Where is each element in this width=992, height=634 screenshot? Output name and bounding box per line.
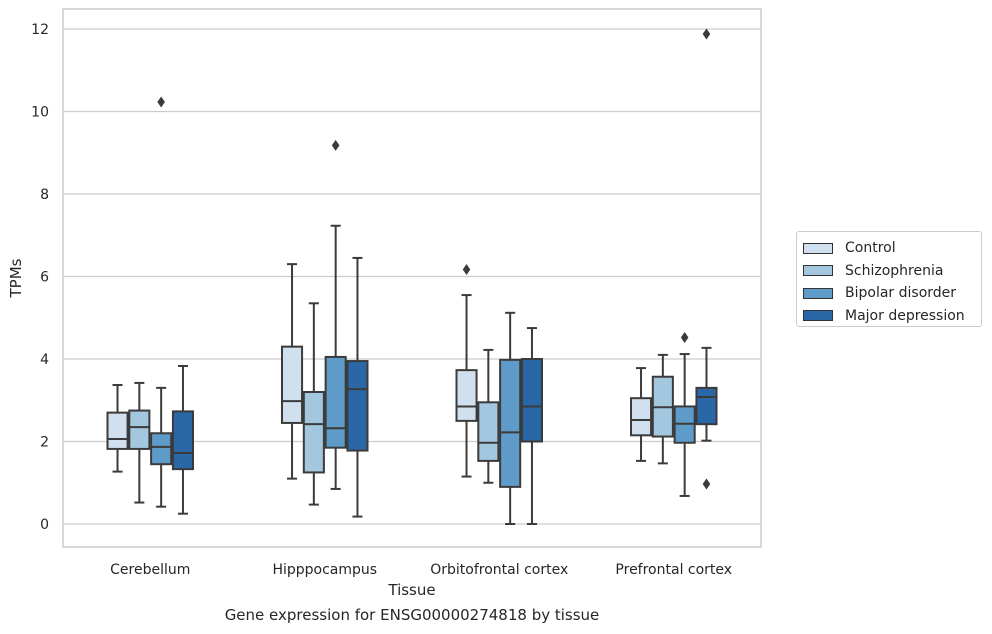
iqr-box [280,345,304,424]
box-schizophrenia [477,348,500,484]
box-major-depression [695,28,718,490]
y-tick-label: 8 [40,187,49,203]
y-tick-label: 12 [31,22,49,38]
iqr-box [150,432,173,466]
legend-label: Major depression [845,307,965,324]
outlier-point [157,96,165,108]
box-control [106,383,129,473]
outlier-point [462,263,471,275]
box-schizophrenia [128,381,151,504]
iqr-box [695,386,718,426]
legend-item: Control [803,237,981,260]
legend-swatch [803,287,833,299]
box-control [280,263,304,480]
box-schizophrenia [302,302,325,506]
y-tick-label: 6 [40,270,49,286]
box-bipolar-disorder [499,311,522,525]
box-groups [106,28,718,525]
iqr-box [171,410,195,471]
box-bipolar-disorder [150,96,173,508]
iqr-box [499,358,522,488]
box-bipolar-disorder [673,332,696,497]
iqr-box [346,360,369,452]
box-major-depression [346,256,369,518]
box-major-depression [520,327,544,525]
iqr-box [629,397,653,437]
legend-label: Bipolar disorder [845,285,957,302]
box-bipolar-disorder [324,139,347,490]
legend-item: Bipolar disorder [803,282,981,305]
iqr-box [477,401,500,462]
y-tick-label: 4 [40,352,49,368]
box-schizophrenia [651,353,674,465]
y-tick-label: 0 [40,517,49,533]
x-tick-label: Hipppocampus [272,562,377,578]
legend-label: Control [845,240,896,257]
legend-swatch [803,265,833,277]
outlier-point [680,332,689,344]
iqr-box [520,358,544,443]
iqr-box [106,411,129,450]
outlier-point [331,139,340,151]
iqr-box [324,355,347,449]
y-tick-label: 2 [40,435,49,451]
legend-swatch [803,310,833,322]
legend: Control Schizophrenia Bipolar disorder Majo… [796,231,982,327]
box-control [455,263,478,478]
legend-item: Major depression [803,305,981,328]
y-tick-labels: 0 2 4 6 8 10 12 [31,22,49,533]
x-tick-label: Cerebellum [110,562,190,578]
y-axis-label: TPMs [7,258,25,298]
outlier-point [702,478,711,490]
iqr-box [455,369,478,422]
chart-caption: Gene expression for ENSG00000274818 by t… [224,606,600,624]
x-axis-label: Tissue [387,581,435,599]
outlier-point [702,28,711,40]
iqr-box [128,409,151,450]
legend-label: Schizophrenia [845,262,944,279]
x-tick-labels: Cerebellum Hipppocampus Orbitofrontal cort… [110,562,732,578]
legend-swatch [803,242,833,254]
plot-area [62,8,762,548]
legend-item: Schizophrenia [803,260,981,283]
box-major-depression [171,365,195,515]
iqr-box [302,391,325,474]
box-control [629,367,653,462]
x-tick-label: Prefrontal cortex [615,562,732,578]
x-tick-label: Orbitofrontal cortex [430,562,568,578]
y-tick-label: 10 [31,105,49,121]
